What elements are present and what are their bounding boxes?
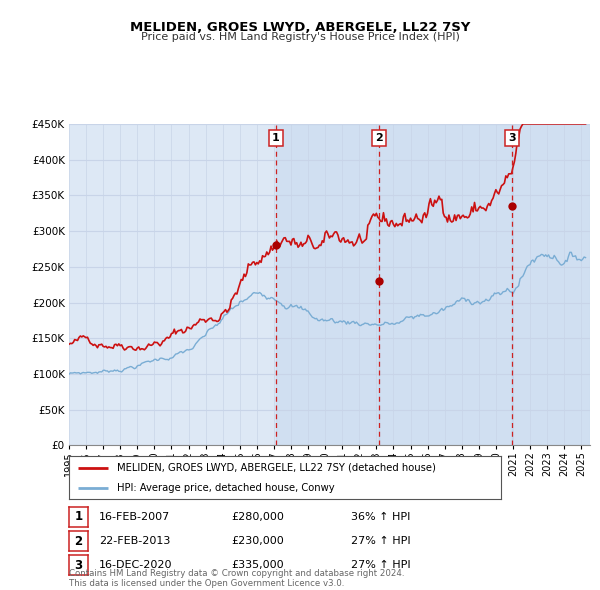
Text: 3: 3 [508,133,516,143]
Text: MELIDEN, GROES LWYD, ABERGELE, LL22 7SY: MELIDEN, GROES LWYD, ABERGELE, LL22 7SY [130,21,470,34]
Text: Price paid vs. HM Land Registry's House Price Index (HPI): Price paid vs. HM Land Registry's House … [140,32,460,42]
Text: MELIDEN, GROES LWYD, ABERGELE, LL22 7SY (detached house): MELIDEN, GROES LWYD, ABERGELE, LL22 7SY … [116,463,436,473]
Text: 1: 1 [272,133,280,143]
Text: 2: 2 [74,535,83,548]
Text: 2: 2 [375,133,383,143]
Text: £335,000: £335,000 [231,560,284,570]
Text: 36% ↑ HPI: 36% ↑ HPI [351,512,410,522]
Text: 27% ↑ HPI: 27% ↑ HPI [351,560,410,570]
Text: Contains HM Land Registry data © Crown copyright and database right 2024.
This d: Contains HM Land Registry data © Crown c… [69,569,404,588]
Bar [276,124,379,445]
Text: 3: 3 [74,559,83,572]
Text: £230,000: £230,000 [231,536,284,546]
Text: £280,000: £280,000 [231,512,284,522]
Text: 22-FEB-2013: 22-FEB-2013 [99,536,170,546]
Text: 16-FEB-2007: 16-FEB-2007 [99,512,170,522]
Text: 1: 1 [74,510,83,523]
Text: 27% ↑ HPI: 27% ↑ HPI [351,536,410,546]
Bar [379,124,512,445]
Bar [512,124,590,445]
Text: 16-DEC-2020: 16-DEC-2020 [99,560,173,570]
Text: HPI: Average price, detached house, Conwy: HPI: Average price, detached house, Conw… [116,483,334,493]
